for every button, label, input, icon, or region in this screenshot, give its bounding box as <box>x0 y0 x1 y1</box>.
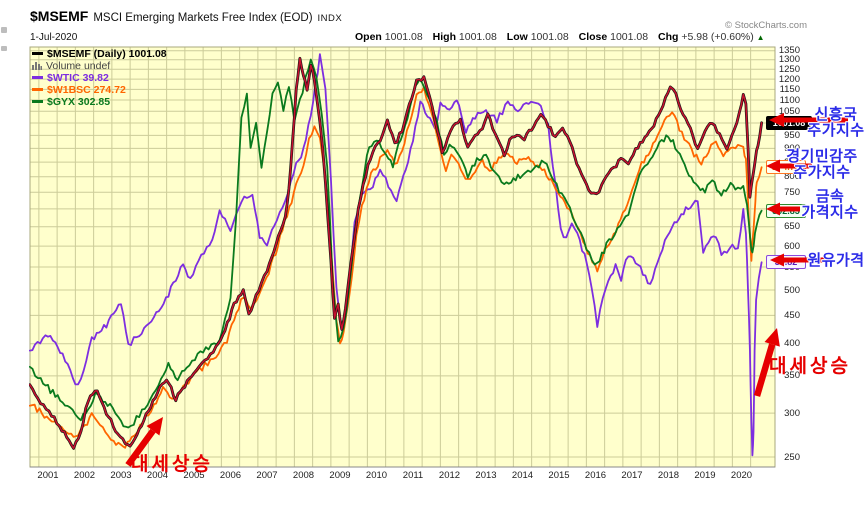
open-label: Open <box>355 31 382 43</box>
annotation-metals-price-index: 금속 가격지수 <box>794 189 866 221</box>
y-axis-tick-label: 250 <box>784 451 800 463</box>
y-axis-tick-label: 800 <box>784 171 800 183</box>
w1bsc-line-swatch-icon <box>32 88 43 91</box>
low-value: 1001.08 <box>530 31 569 43</box>
high-label: High <box>432 31 456 43</box>
annotation-line: 금속 <box>815 188 845 205</box>
y-axis-tick-label: 1350 <box>778 45 800 57</box>
x-axis-tick-label: 2002 <box>73 470 96 481</box>
chart-legend: $MSEMF (Daily) 1001.08 Volume undef $WTI… <box>32 48 167 109</box>
legend-item-msemf[interactable]: $MSEMF (Daily) 1001.08 <box>32 48 167 61</box>
x-axis-tick-label: 2017 <box>621 470 643 481</box>
y-axis-tick-label: 750 <box>784 186 800 198</box>
x-axis-tick-label: 2005 <box>183 470 205 481</box>
page-artifact-icon <box>1 27 7 33</box>
y-axis-tick-label: 950 <box>784 129 800 141</box>
x-axis-tick-label: 2007 <box>256 470 278 481</box>
x-axis-tick-label: 2019 <box>694 470 716 481</box>
chart-date: 1-Jul-2020 <box>30 32 78 43</box>
change-value: +5.98 (+0.60%) <box>681 31 754 43</box>
annotation-crude-oil-price: 원유가격 <box>804 253 867 269</box>
chart-header: $MSEMF MSCI Emerging Markets Free Index (… <box>30 8 342 26</box>
annotation-major-uptrend-right: 대세상승 <box>769 356 851 377</box>
annotation-line: 경기민감주 <box>786 148 858 165</box>
x-axis-tick-label: 2020 <box>730 470 753 481</box>
x-axis-tick-label: 2006 <box>219 470 242 481</box>
y-axis-tick-label: 350 <box>784 370 800 382</box>
legend-item-wtic[interactable]: $WTIC 39.82 <box>32 72 167 85</box>
close-value: 1001.08 <box>610 31 649 43</box>
y-axis-tick-label: 600 <box>784 240 800 252</box>
annotation-line: 주가지수 <box>793 164 851 181</box>
msemf-line-swatch-icon <box>32 52 43 55</box>
low-label: Low <box>506 31 528 43</box>
legend-volume-label: Volume undef <box>46 60 111 72</box>
index-name-label: MSCI Emerging Markets Free Index (EOD) <box>93 12 313 24</box>
legend-item-volume[interactable]: Volume undef <box>32 60 167 73</box>
y-axis-tick-label: 450 <box>784 309 800 321</box>
price-series-lines <box>29 53 763 457</box>
x-axis-tick-label: 2003 <box>110 470 132 481</box>
y-axis-tick-label: 400 <box>784 338 800 350</box>
x-axis-tick-label: 2012 <box>438 470 461 481</box>
y-axis-tick-label: 650 <box>784 221 800 233</box>
x-axis-tick-label: 2018 <box>657 470 680 481</box>
x-axis-tick-label: 2004 <box>146 470 169 481</box>
close-label: Close <box>578 31 608 43</box>
gyx-line-swatch-icon <box>32 100 43 103</box>
annotation-line: 신흥국 <box>814 106 858 123</box>
page-artifact-icon <box>1 46 7 51</box>
symbol-label: $MSEMF <box>30 8 89 24</box>
y-axis-tick-label: 1300 <box>778 54 800 66</box>
high-value: 1001.08 <box>458 31 497 43</box>
gridlines <box>30 47 775 467</box>
legend-gyx-label: $GYX 302.85 <box>47 96 111 108</box>
y-axis-tick-label: 1050 <box>778 105 800 117</box>
y-axis-tick-label: 1200 <box>778 73 800 85</box>
y-axis-tick-label: 900 <box>784 142 800 154</box>
legend-w1bsc-label: $W1BSC 274.72 <box>47 84 126 96</box>
volume-histogram-icon <box>32 62 42 70</box>
stockcharts-credit[interactable]: © StockCharts.com <box>725 20 807 31</box>
x-axis-tick-label: 2009 <box>329 470 351 481</box>
x-axis-tick-label: 2008 <box>292 470 315 481</box>
y-axis-tick-label: 1100 <box>779 94 800 106</box>
open-value: 1001.08 <box>384 31 423 43</box>
y-axis-tick-label: 500 <box>784 284 800 296</box>
x-axis-tick-label: 2011 <box>402 470 424 481</box>
legend-item-gyx[interactable]: $GYX 302.85 <box>32 96 167 109</box>
annotation-line: 주가지수 <box>807 122 865 139</box>
annotation-cyclical-stocks-index: 경기민감주 주가지수 <box>777 149 867 181</box>
legend-wtic-label: $WTIC 39.82 <box>47 72 109 84</box>
wtic-line-swatch-icon <box>32 76 43 79</box>
exchange-label: INDX <box>317 13 343 24</box>
annotation-emerging-markets-index: 신흥국 주가지수 <box>804 107 867 139</box>
x-axis-tick-label: 2001 <box>37 470 59 481</box>
legend-msemf-label: $MSEMF (Daily) 1001.08 <box>47 48 167 60</box>
x-axis-tick-label: 2015 <box>548 470 570 481</box>
change-label: Chg <box>658 31 679 43</box>
x-axis-tick-label: 2013 <box>475 470 497 481</box>
quote-row: Open 1001.08 High 1001.08 Low 1001.08 Cl… <box>348 31 765 43</box>
wtic-price-label: 39.82 <box>766 255 806 270</box>
y-axis-tick-label: 1250 <box>778 63 800 75</box>
y-axis-tick-label: 1150 <box>779 83 800 95</box>
y-axis-tick-label: 300 <box>784 407 800 419</box>
annotation-line: 가격지수 <box>801 204 859 221</box>
annotation-major-uptrend-left: 대세상승 <box>131 454 213 475</box>
x-axis-tick-label: 2010 <box>365 470 388 481</box>
x-axis-tick-label: 2016 <box>584 470 607 481</box>
change-up-arrow-icon: ▲ <box>756 33 765 42</box>
legend-item-w1bsc[interactable]: $W1BSC 274.72 <box>32 84 167 97</box>
x-axis-tick-label: 2014 <box>511 470 534 481</box>
annotation-line: 원유가격 <box>807 252 865 269</box>
